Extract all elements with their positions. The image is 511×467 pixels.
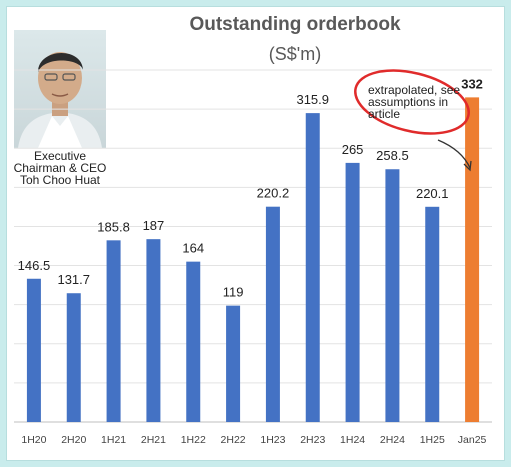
- x-tick-label-1h25: 1H25: [420, 434, 445, 446]
- bar-2h24: [385, 169, 400, 422]
- x-tick-label-1h20: 1H20: [21, 434, 46, 446]
- x-tick-label-2h21: 2H21: [141, 434, 166, 446]
- bar-1h21: [106, 240, 121, 422]
- arrow-head-icon: [463, 160, 472, 172]
- person-portrait-icon: [18, 52, 102, 148]
- bar-2h20: [66, 293, 81, 422]
- bar-1h22: [186, 261, 201, 422]
- grid-lines: [14, 69, 492, 423]
- value-label-2h21: 187: [143, 218, 165, 233]
- annotation-text: extrapolated, see assumptions in article: [368, 83, 461, 121]
- value-label-1h22: 164: [182, 241, 204, 256]
- x-tick-label-1h24: 1H24: [340, 434, 365, 446]
- bar-2h22: [226, 305, 241, 422]
- bar-1h24: [345, 162, 360, 422]
- value-label-1h24: 265: [342, 142, 364, 157]
- value-label-1h21: 185.8: [97, 219, 130, 234]
- bars: [26, 97, 480, 423]
- x-tick-label-1h23: 1H23: [260, 434, 285, 446]
- value-label-2h22: 119: [223, 285, 244, 300]
- chart-title: Outstanding orderbook: [189, 14, 401, 35]
- value-label-1h23: 220.2: [257, 186, 290, 201]
- bar-1h20: [26, 278, 41, 422]
- x-tick-label-2h23: 2H23: [300, 434, 325, 446]
- executive-photo: [14, 30, 106, 148]
- value-label-2h20: 131.7: [57, 272, 90, 287]
- value-labels: 146.5 131.7 185.8 187 164 119 220.2 315.9 265 258…: [18, 76, 483, 299]
- value-label-1h25: 220.1: [416, 186, 449, 201]
- x-tick-label-1h21: 1H21: [101, 434, 126, 446]
- bar-jan25: [465, 97, 480, 422]
- chart-subtitle: (S$'m): [268, 44, 322, 64]
- value-label-1h20: 146.5: [18, 258, 51, 273]
- x-tick-label-2h24: 2H24: [380, 434, 405, 446]
- x-tick-labels: 1H20 2H20 1H21 2H21 1H22 2H22 1H23 2H23 1H24 2H24…: [21, 434, 486, 446]
- bar-1h25: [425, 206, 440, 422]
- value-label-2h23: 315.9: [296, 92, 329, 107]
- bar-1h23: [265, 206, 280, 422]
- x-tick-label-jan25: Jan25: [458, 434, 487, 446]
- value-label-jan25: 332: [461, 76, 483, 91]
- bar-2h23: [305, 113, 320, 423]
- x-tick-label-2h22: 2H22: [221, 434, 246, 446]
- annotation-arrow: [437, 139, 471, 169]
- photo-caption: Executive Chairman & CEO Toh Choo Huat: [13, 149, 107, 187]
- value-label-2h24: 258.5: [376, 148, 409, 163]
- bar-2h21: [146, 239, 161, 422]
- x-tick-label-2h20: 2H20: [61, 434, 86, 446]
- x-tick-label-1h22: 1H22: [181, 434, 206, 446]
- annotation-circle: [354, 69, 470, 135]
